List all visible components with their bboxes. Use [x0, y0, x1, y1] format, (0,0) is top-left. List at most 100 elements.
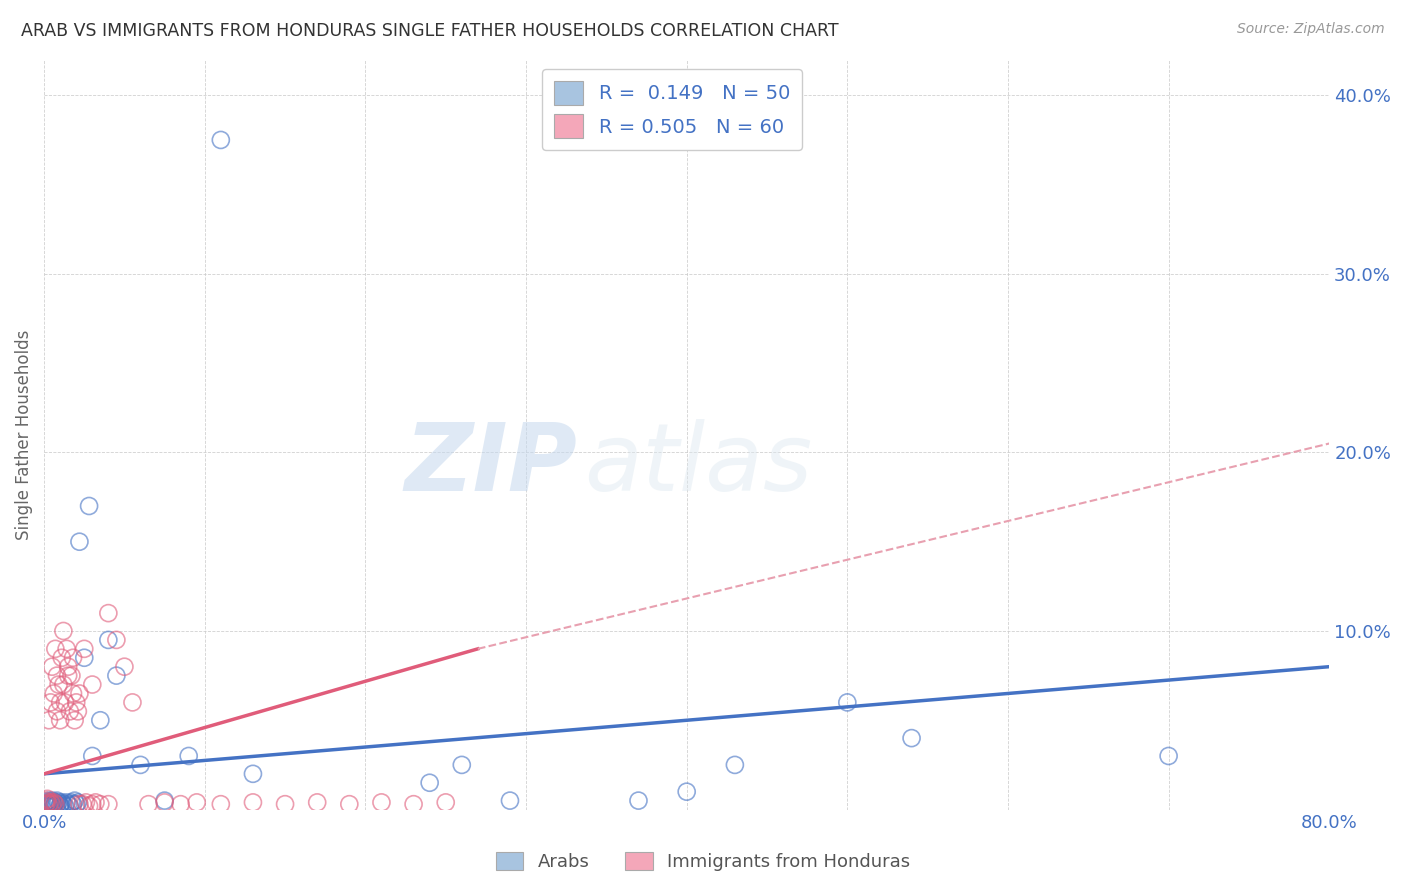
Point: [499, 794, 522, 808]
Point: [51, 796, 73, 810]
Point: [97, 632, 120, 647]
Point: [49, 797, 72, 812]
Text: atlas: atlas: [583, 419, 813, 510]
Text: ZIP: ZIP: [405, 418, 578, 510]
Point: [35, 797, 58, 812]
Point: [62, 650, 84, 665]
Point: [39, 695, 62, 709]
Point: [60, 796, 83, 810]
Point: [627, 794, 650, 808]
Point: [307, 796, 329, 810]
Point: [42, 796, 65, 810]
Point: [39, 796, 62, 810]
Point: [97, 797, 120, 812]
Point: [63, 713, 86, 727]
Point: [41, 659, 63, 673]
Point: [60, 668, 83, 682]
Point: [84, 796, 107, 810]
Point: [59, 799, 82, 814]
Point: [46, 797, 69, 812]
Text: ARAB VS IMMIGRANTS FROM HONDURAS SINGLE FATHER HOUSEHOLDS CORRELATION CHART: ARAB VS IMMIGRANTS FROM HONDURAS SINGLE …: [21, 22, 839, 40]
Point: [48, 796, 70, 810]
Point: [837, 695, 859, 709]
Point: [38, 797, 60, 812]
Point: [52, 677, 75, 691]
Legend: Arabs, Immigrants from Honduras: Arabs, Immigrants from Honduras: [489, 845, 917, 879]
Point: [73, 641, 96, 656]
Point: [41, 794, 63, 808]
Point: [46, 704, 69, 718]
Point: [63, 794, 86, 808]
Point: [138, 797, 160, 812]
Point: [48, 677, 70, 691]
Point: [72, 797, 94, 812]
Point: [1157, 749, 1180, 764]
Point: [41, 797, 63, 812]
Point: [89, 713, 111, 727]
Point: [49, 695, 72, 709]
Point: [66, 704, 89, 718]
Point: [38, 797, 60, 812]
Point: [46, 668, 69, 682]
Point: [186, 796, 208, 810]
Point: [35, 794, 58, 808]
Point: [129, 758, 152, 772]
Point: [114, 659, 136, 673]
Point: [39, 796, 62, 810]
Point: [169, 797, 191, 812]
Point: [49, 799, 72, 814]
Point: [66, 796, 89, 810]
Point: [69, 686, 91, 700]
Point: [42, 796, 65, 810]
Point: [53, 799, 76, 814]
Point: [434, 796, 457, 810]
Point: [69, 534, 91, 549]
Point: [58, 797, 80, 812]
Point: [209, 797, 232, 812]
Point: [242, 767, 264, 781]
Point: [65, 695, 87, 709]
Point: [58, 668, 80, 682]
Point: [65, 797, 87, 812]
Point: [44, 797, 66, 812]
Point: [73, 650, 96, 665]
Point: [51, 650, 73, 665]
Point: [55, 641, 77, 656]
Point: [209, 133, 232, 147]
Point: [44, 641, 66, 656]
Point: [82, 797, 104, 812]
Point: [105, 668, 128, 682]
Point: [41, 797, 63, 812]
Point: [37, 796, 59, 810]
Point: [82, 749, 104, 764]
Point: [52, 624, 75, 638]
Point: [35, 797, 58, 812]
Point: [58, 659, 80, 673]
Point: [450, 758, 472, 772]
Point: [75, 796, 97, 810]
Point: [62, 797, 84, 812]
Point: [52, 797, 75, 812]
Point: [242, 796, 264, 810]
Point: [274, 797, 297, 812]
Point: [153, 796, 176, 810]
Point: [370, 796, 392, 810]
Point: [39, 799, 62, 814]
Point: [37, 792, 59, 806]
Point: [724, 758, 747, 772]
Point: [37, 796, 59, 810]
Point: [38, 713, 60, 727]
Point: [153, 794, 176, 808]
Point: [337, 797, 360, 812]
Point: [675, 785, 697, 799]
Point: [46, 794, 69, 808]
Point: [49, 713, 72, 727]
Point: [42, 799, 65, 814]
Point: [42, 686, 65, 700]
Point: [77, 799, 100, 814]
Text: Source: ZipAtlas.com: Source: ZipAtlas.com: [1237, 22, 1385, 37]
Point: [38, 794, 60, 808]
Point: [900, 731, 922, 745]
Point: [53, 695, 76, 709]
Point: [121, 695, 143, 709]
